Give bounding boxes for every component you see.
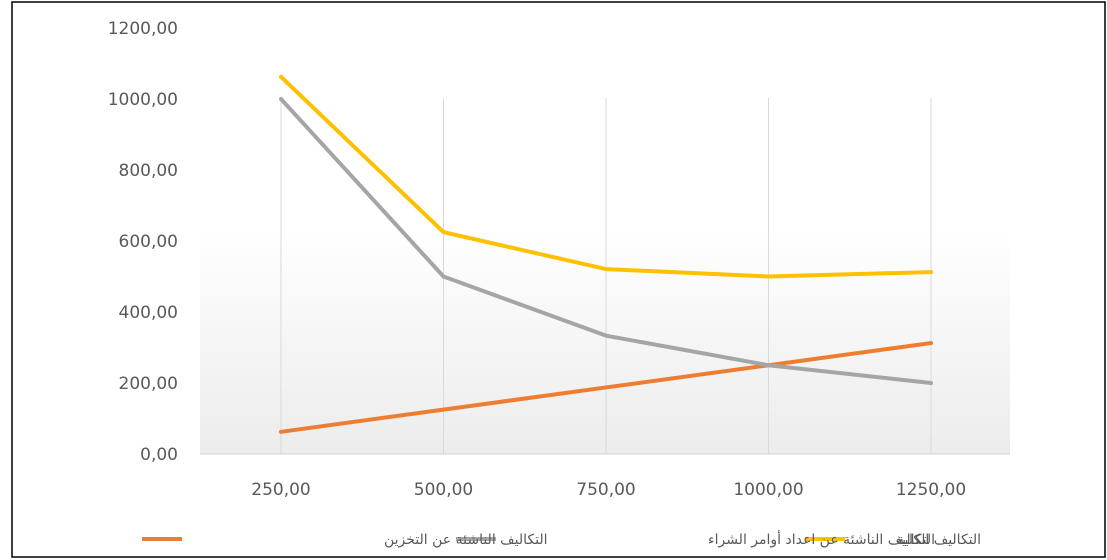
x-tick-label: 1250,00	[896, 480, 966, 500]
x-tick-label: 750,00	[576, 480, 635, 500]
x-tick-label: 500,00	[414, 480, 473, 500]
x-tick-label: 1000,00	[733, 480, 803, 500]
series-line-2	[279, 74, 933, 279]
tick-labels: 0,00 200,00 400,00 600,00 800,00 1000,00 1200,…	[108, 19, 966, 500]
series-line-1	[279, 97, 933, 385]
y-tick-label: 600,00	[119, 232, 178, 252]
plot-area-background	[200, 152, 1010, 454]
legend-label-2: التكاليف الكلية	[897, 532, 981, 548]
series-line-0	[279, 341, 933, 434]
y-tick-label: 0,00	[140, 445, 178, 465]
x-tick-label: 250,00	[251, 480, 310, 500]
y-tick-label: 200,00	[119, 374, 178, 394]
y-tick-label: 1000,00	[108, 90, 178, 110]
y-tick-label: 400,00	[119, 303, 178, 323]
legend-label-0: التكاليف الناشئة عن التخزين	[384, 532, 548, 548]
y-tick-label: 800,00	[119, 161, 178, 181]
y-tick-label: 1200,00	[108, 19, 178, 39]
legend-label-1: التكاليف الناشئة عن اعداد أوامر الشراء	[708, 530, 935, 548]
series-lines	[279, 74, 933, 434]
